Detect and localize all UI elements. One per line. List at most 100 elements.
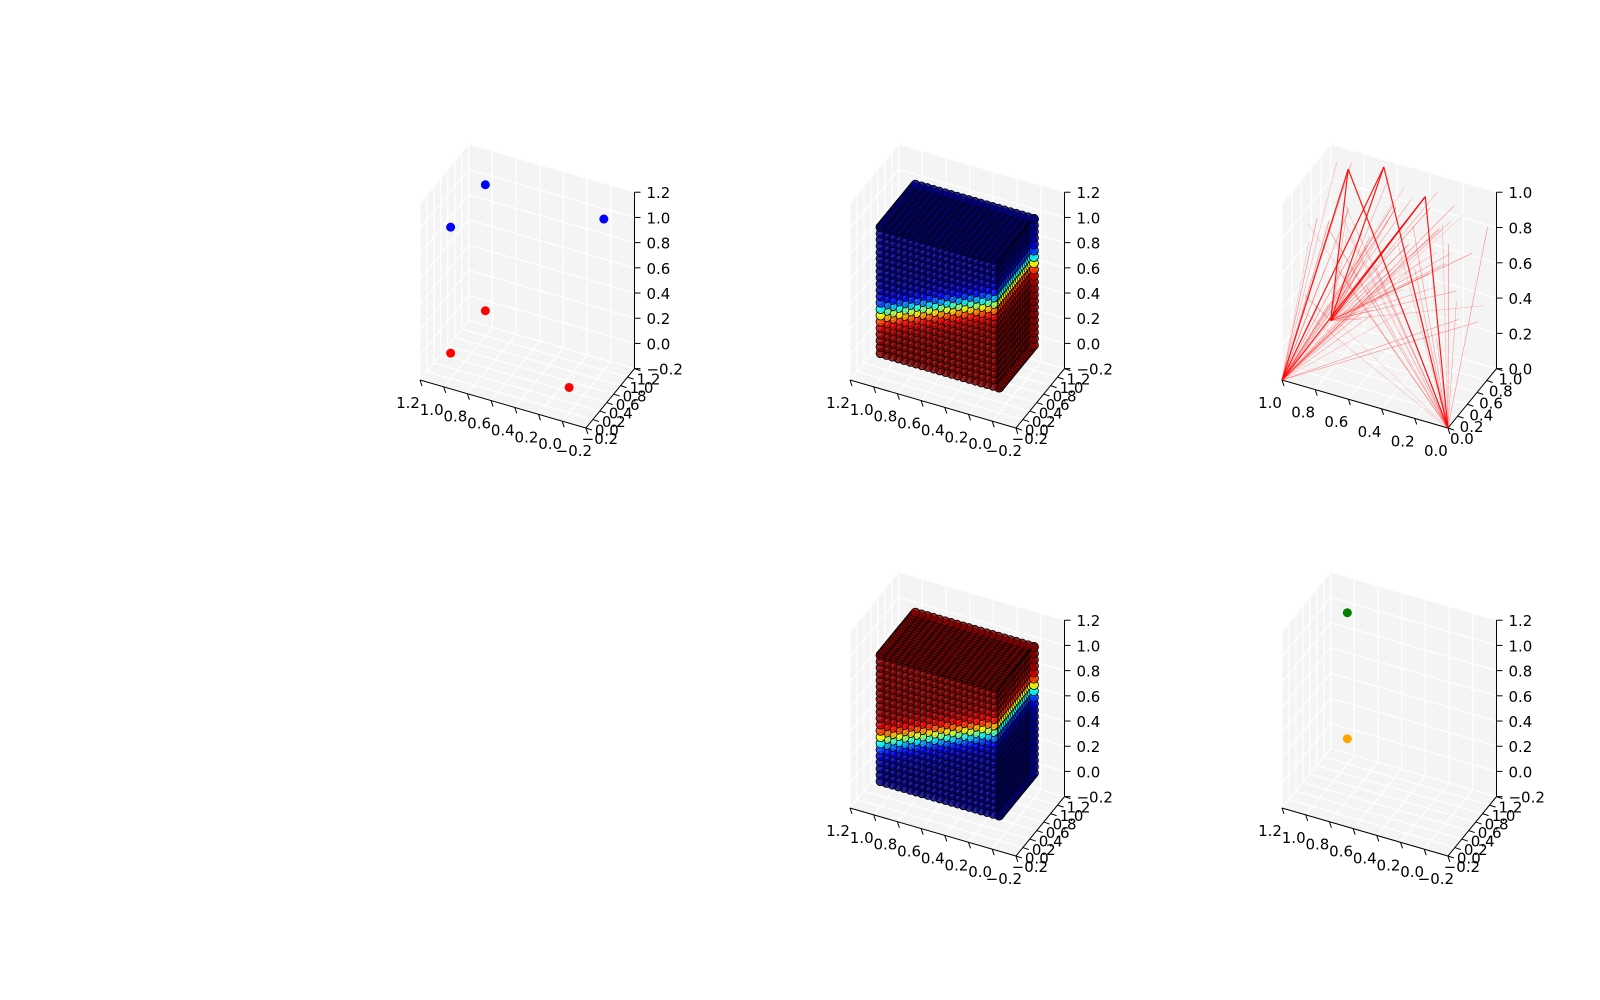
grid-line	[1281, 697, 1332, 758]
grid-line	[1295, 790, 1462, 840]
x-tick	[1447, 855, 1451, 863]
y-tick-label: 0.0	[1025, 422, 1049, 440]
series-line	[1281, 227, 1441, 381]
z-tick-label: 1.2	[1076, 612, 1100, 630]
series-line	[1300, 308, 1449, 429]
z-tick-label: 1.0	[1508, 184, 1532, 202]
y-tick-label: 0.0	[595, 422, 619, 440]
series-line	[1281, 229, 1443, 381]
plot-5-axes: −0.20.00.20.40.60.81.01.2−0.20.00.20.40.…	[1258, 570, 1545, 888]
series-line	[1281, 314, 1373, 381]
grid-line	[419, 244, 470, 305]
data-point	[480, 180, 490, 190]
series-line	[1281, 204, 1394, 381]
y-tick	[1489, 804, 1496, 808]
x-tick	[443, 386, 447, 394]
x-tick	[1347, 399, 1351, 406]
grid-line	[849, 194, 900, 255]
x-tick	[1400, 842, 1403, 849]
series-line	[1281, 208, 1350, 381]
x-tick-label: 0.0	[1424, 442, 1448, 460]
z-tick-label: 1.0	[646, 209, 670, 227]
y-tick	[1057, 376, 1064, 380]
z-tick-label: 0.4	[1076, 285, 1100, 303]
series-line	[1330, 227, 1349, 321]
series-line	[1281, 161, 1338, 381]
z-tick-label: −0.2	[1076, 789, 1112, 807]
y-tick-label: 0.6	[1479, 394, 1503, 412]
y-tick	[606, 402, 613, 406]
x-tick	[1328, 821, 1332, 828]
series-line	[1343, 201, 1449, 429]
x-tick-label: 0.6	[1329, 843, 1353, 861]
series-line	[1330, 166, 1385, 321]
grid-line	[466, 333, 517, 395]
x-tick-label: −0.2	[986, 442, 1022, 460]
grid-line	[1330, 672, 1497, 722]
grid-line	[561, 361, 612, 422]
grid-line	[454, 336, 621, 387]
x-tick-label: 0.2	[945, 856, 969, 874]
x-tick-label: 1.2	[1258, 822, 1282, 840]
series-line	[1281, 281, 1379, 381]
data-point	[564, 382, 574, 392]
y-tick-label: 0.6	[1478, 824, 1502, 842]
z-tick-label: 0.2	[646, 310, 670, 328]
x-tick	[538, 414, 541, 421]
series-line	[1281, 229, 1439, 381]
series-line	[1338, 270, 1449, 429]
y-tick	[1050, 385, 1057, 389]
grid-line	[1330, 249, 1497, 299]
grid-line	[419, 169, 470, 230]
series-line	[1330, 169, 1349, 321]
z-tick-label: 1.2	[1508, 612, 1532, 630]
x-tick-label: 1.0	[1258, 394, 1282, 412]
x-tick	[1281, 379, 1285, 387]
grid-line	[468, 168, 635, 219]
grid-line	[1330, 748, 1497, 798]
x-tick	[466, 393, 470, 400]
y-tick-label: 0.2	[1464, 841, 1488, 859]
y-tick	[613, 393, 620, 397]
x-tick-label: 1.0	[1282, 829, 1306, 847]
x-tick-label: 0.4	[1358, 423, 1382, 441]
series-line	[1414, 269, 1449, 429]
y-tick-label: 0.8	[1053, 816, 1077, 834]
z-tick-label: 0.2	[1076, 738, 1100, 756]
series-line	[1330, 288, 1404, 321]
grid-line	[1330, 697, 1497, 747]
x-tick-label: 0.2	[515, 428, 539, 446]
data-point	[1342, 608, 1352, 618]
y-tick	[1029, 838, 1036, 842]
x-tick-label: 0.0	[538, 435, 562, 453]
series-line	[1281, 213, 1465, 381]
grid-line	[1347, 339, 1398, 400]
z-tick-label: 0.8	[1508, 663, 1532, 681]
y-tick	[1447, 427, 1455, 431]
grid-line	[433, 362, 600, 412]
grid-line	[1302, 781, 1469, 832]
y-tick	[1475, 821, 1482, 825]
grid-line	[1330, 596, 1497, 647]
z-tick-label: 0.8	[646, 235, 670, 253]
series-line	[1281, 263, 1402, 381]
y-tick	[1015, 855, 1023, 859]
z-tick-label: −0.2	[1508, 789, 1544, 807]
grid-line	[1330, 214, 1497, 264]
y-tick	[627, 376, 634, 380]
y-tick-label: 0.2	[602, 413, 626, 431]
series-line	[1442, 224, 1449, 429]
series-line	[1330, 244, 1410, 321]
z-tick-label: −0.2	[646, 361, 682, 379]
y-tick	[1050, 813, 1057, 817]
grid-line	[419, 194, 470, 255]
series-line	[1330, 318, 1362, 321]
z-tick-label: 0.8	[1508, 220, 1532, 238]
x-tick	[896, 821, 900, 828]
grid-line	[1316, 764, 1483, 815]
y-axis-line	[585, 368, 635, 429]
x-tick	[1414, 418, 1418, 425]
x-tick	[991, 849, 995, 856]
data-point	[599, 214, 609, 224]
